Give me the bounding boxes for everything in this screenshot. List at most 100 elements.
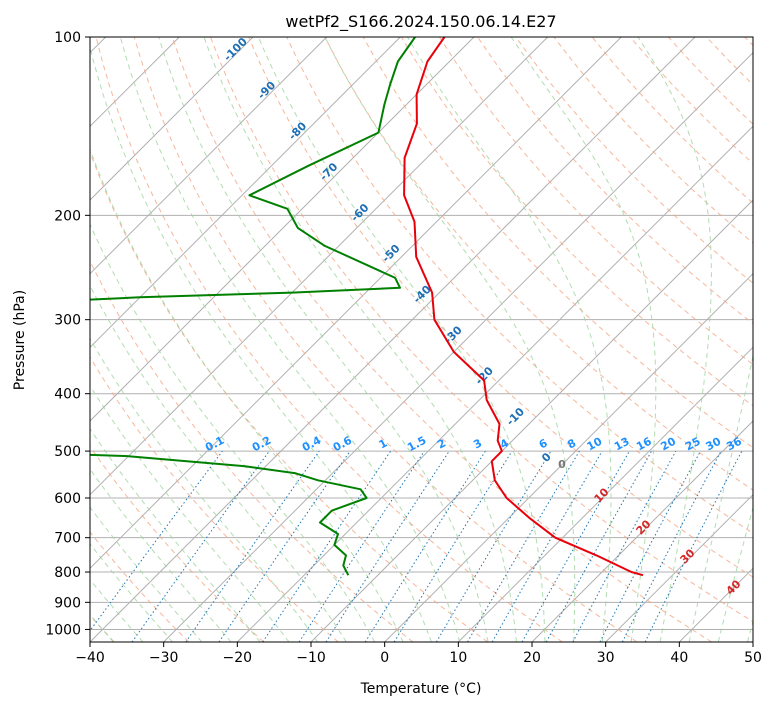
moist-adiabat-line — [688, 353, 753, 642]
mixing-ratio-line — [218, 450, 351, 642]
moist-adiabat-line — [510, 37, 657, 642]
dry-adiabat-label: 10 — [592, 485, 612, 505]
isotherm-line — [384, 272, 753, 642]
dry-adiabat-line — [90, 150, 488, 642]
mixing-ratio-line — [393, 450, 513, 642]
isotherm-line — [752, 641, 753, 642]
mixing-ratio-line — [185, 450, 320, 642]
moist-adiabat-line — [119, 37, 461, 642]
mixing-ratio-line — [298, 450, 425, 642]
moist-adiabat-line — [90, 543, 173, 642]
moist-adiabat-line — [90, 222, 376, 642]
isotherm-line — [605, 493, 753, 642]
isotherm-line — [236, 125, 753, 642]
mixing-ratio-label: 13 — [612, 435, 632, 454]
mixing-ratio-label: 10 — [585, 435, 605, 454]
moist-adiabat-line — [257, 37, 546, 642]
moist-adiabat-label: -90 — [255, 78, 278, 101]
moist-adiabat-line — [637, 37, 712, 642]
moist-adiabat-line — [90, 427, 261, 642]
moist-adiabat-line — [90, 45, 432, 642]
isotherm-line — [531, 420, 753, 642]
mixing-ratio-line — [545, 450, 653, 642]
moist-adiabat-label: -50 — [379, 242, 402, 265]
x-tick-label: 0 — [380, 650, 389, 666]
isotherm-line — [457, 346, 753, 642]
x-axis-label: Temperature (°C) — [360, 681, 482, 697]
dry-adiabat-line — [438, 37, 753, 366]
chart-title: wetPf2_S166.2024.150.06.14.E27 — [285, 12, 556, 32]
mixing-ratio-label: 16 — [634, 435, 654, 454]
mixing-ratio-label: 8 — [565, 436, 578, 451]
x-tick-label: 50 — [744, 650, 762, 666]
mixing-ratio-label: 25 — [683, 435, 703, 454]
isotherm-line — [90, 37, 401, 349]
y-tick-label: 200 — [54, 208, 81, 224]
x-tick-label: 40 — [670, 650, 688, 666]
x-tick-label: −40 — [75, 650, 105, 666]
dry-adiabat-line — [400, 37, 753, 407]
isotherm-line — [90, 37, 622, 570]
dry-adiabat-label: 30 — [678, 546, 698, 566]
dewpoint-profile-line — [90, 37, 416, 576]
y-tick-label: 300 — [54, 313, 81, 329]
dry-adiabat-line — [706, 37, 753, 86]
moist-adiabat-label: -100 — [221, 35, 250, 64]
mixing-ratio-line — [325, 450, 450, 642]
background-line-layer — [90, 37, 753, 642]
y-tick-label: 100 — [54, 30, 81, 46]
y-tick-label: 900 — [54, 595, 81, 611]
y-tick-label: 500 — [54, 444, 81, 460]
mixing-ratio-line — [644, 450, 743, 642]
mixing-ratio-line — [262, 450, 392, 642]
moist-adiabat-label: 0 — [539, 450, 554, 465]
moist-adiabat-line — [203, 37, 517, 642]
moist-adiabat-line — [90, 468, 232, 642]
dry-adiabat-line — [90, 259, 414, 642]
dry-adiabat-label: 20 — [634, 517, 654, 537]
dry-adiabat-zero-label: 0 — [558, 458, 566, 471]
isotherm-line — [678, 567, 753, 642]
isotherm-line — [90, 37, 328, 275]
dry-adiabat-line — [286, 37, 753, 534]
mixing-ratio-line — [131, 450, 270, 642]
temperature-profile-line — [403, 37, 644, 577]
mixing-ratio-label: 6 — [537, 436, 550, 451]
plot-frame — [89, 36, 754, 643]
axis-tick-layer: −40 −30 −20 −10 0 10 20 30 40 5010020030040050060… — [45, 30, 762, 666]
moist-adiabat-label: -30 — [442, 323, 465, 346]
y-tick-label: 600 — [54, 491, 81, 507]
isotherm-line — [163, 51, 753, 642]
mixing-ratio-line — [435, 450, 552, 642]
moist-adiabat-line — [90, 578, 144, 642]
y-tick-label: 700 — [54, 531, 81, 547]
dry-adiabat-line — [744, 37, 753, 47]
moist-adiabat-line — [90, 384, 290, 642]
moist-adiabat-line — [158, 37, 489, 642]
mixing-ratio-label: 3 — [471, 436, 484, 451]
mixing-ratio-label: 30 — [704, 435, 724, 454]
mixing-ratio-line — [521, 450, 630, 642]
dry-adiabat-line — [171, 37, 712, 642]
dry-adiabat-line — [477, 37, 753, 325]
moist-adiabat-line — [324, 37, 576, 642]
mixing-ratio-line — [90, 450, 223, 632]
moist-adiabat-line — [90, 147, 404, 642]
moist-adiabat-line — [90, 337, 319, 642]
dry-adiabat-line — [90, 356, 339, 642]
dry-adiabat-line — [90, 445, 264, 642]
y-tick-label: 800 — [54, 565, 81, 581]
moist-adiabat-label: -80 — [286, 119, 309, 142]
y-axis-label: Pressure (hPa) — [12, 290, 28, 390]
mixing-ratio-line — [364, 450, 486, 642]
mixing-ratio-label: 2 — [435, 436, 448, 451]
moist-adiabat-label: -40 — [411, 282, 434, 305]
x-tick-label: −30 — [149, 650, 179, 666]
dry-adiabat-line — [133, 37, 638, 642]
x-tick-label: −20 — [223, 650, 253, 666]
isotherm-line — [90, 37, 254, 201]
dry-adiabat-line — [90, 531, 190, 642]
dry-adiabat-line — [95, 37, 563, 642]
y-tick-label: 1000 — [45, 622, 81, 638]
